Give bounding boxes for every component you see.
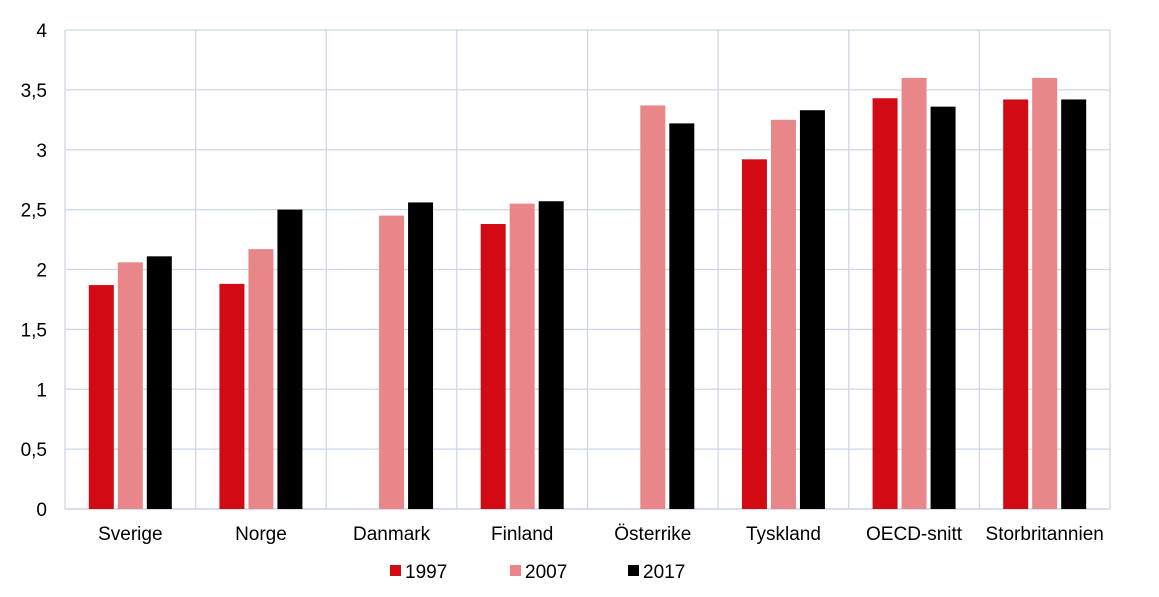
bar-2007-OECD-snitt — [901, 77, 927, 510]
x-tick-label: Storbritannien — [986, 524, 1104, 545]
bar-1997-Storbritannien — [1003, 99, 1029, 509]
bar-2007-Danmark — [379, 215, 405, 510]
bar-1997-Tyskland — [741, 159, 767, 509]
y-tick-label: 3,5 — [21, 81, 47, 102]
legend: 1997 2007 2017 — [390, 562, 685, 583]
legend-swatch — [390, 565, 401, 576]
y-tick-label: 2,5 — [21, 201, 47, 222]
x-tick-label: Norge — [235, 524, 287, 545]
bar-2017-Tyskland — [799, 110, 825, 510]
bar-2017-Finland — [538, 201, 564, 509]
x-tick-label: Finland — [491, 524, 553, 545]
x-tick-label: Sverige — [98, 524, 162, 545]
bar-2017-Sverige — [146, 256, 172, 509]
legend-item-1997: 1997 — [390, 562, 447, 583]
bar-1997-Norge — [219, 283, 245, 509]
y-tick-label: 1 — [36, 380, 47, 401]
bar-2017-Storbritannien — [1061, 99, 1087, 509]
bar-2017-Danmark — [408, 202, 434, 509]
legend-label: 2007 — [525, 562, 567, 583]
legend-swatch — [510, 565, 521, 576]
y-tick-label: 2 — [36, 261, 47, 282]
x-tick-label: OECD-snitt — [866, 524, 963, 545]
bar-1997-Sverige — [88, 285, 114, 509]
bars — [88, 77, 1087, 510]
bar-2017-Norge — [277, 209, 303, 509]
bar-2007-Norge — [248, 249, 274, 509]
bar-1997-Finland — [480, 223, 506, 509]
y-tick-label: 3 — [36, 141, 47, 162]
bar-2007-Sverige — [117, 262, 143, 509]
bar-1997-OECD-snitt — [872, 98, 898, 509]
legend-item-2007: 2007 — [510, 562, 567, 583]
legend-label: 2017 — [643, 562, 685, 583]
x-axis-ticks: Sverige Norge Danmark Finland Österrike Tyskl… — [98, 524, 1104, 545]
legend-label: 1997 — [405, 562, 447, 583]
x-tick-label: Tyskland — [746, 524, 821, 545]
y-tick-label: 1,5 — [21, 320, 47, 341]
bar-2007-Tyskland — [770, 119, 796, 509]
legend-swatch — [628, 565, 639, 576]
bar-2007-Österrike — [640, 105, 666, 509]
legend-item-2017: 2017 — [628, 562, 685, 583]
y-tick-label: 0 — [36, 500, 47, 521]
bar-2017-OECD-snitt — [930, 106, 956, 509]
y-tick-label: 4 — [36, 21, 47, 42]
bar-2007-Storbritannien — [1032, 77, 1058, 510]
x-tick-label: Danmark — [353, 524, 431, 545]
y-tick-label: 0,5 — [21, 440, 47, 461]
bar-2007-Finland — [509, 203, 535, 509]
x-tick-label: Österrike — [614, 524, 691, 545]
bar-2017-Österrike — [669, 123, 695, 509]
y-axis-ticks: 0 0,5 1 1,5 2 2,5 3 3,5 4 — [21, 21, 48, 521]
